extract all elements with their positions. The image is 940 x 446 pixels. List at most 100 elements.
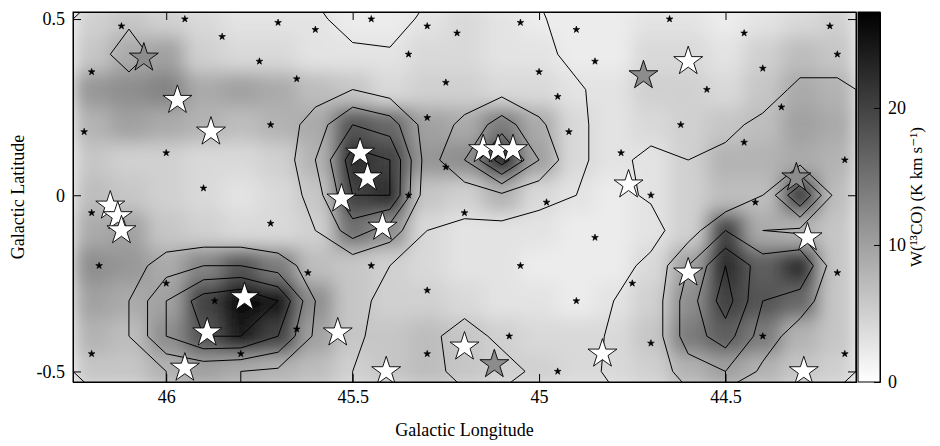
heatmap-cell <box>297 12 335 37</box>
tick-mark <box>874 382 880 383</box>
heatmap-cell <box>222 37 260 73</box>
colorbar-axis: 01020 <box>874 13 906 393</box>
tick: -0.5 <box>37 362 82 382</box>
heatmap-cell <box>409 178 447 214</box>
y-axis: -0.500.5 <box>37 9 82 382</box>
heatmap-cell <box>520 354 558 382</box>
heatmap-cell <box>483 72 521 108</box>
star-dot <box>834 51 841 57</box>
contour <box>148 107 822 382</box>
star-dot <box>293 326 300 332</box>
tick-mark <box>166 12 167 20</box>
heatmap-cell <box>185 142 223 178</box>
star-marker <box>614 169 643 197</box>
heatmap-cell <box>632 319 670 355</box>
heatmap-cell <box>73 72 111 108</box>
star-dot <box>648 340 655 346</box>
heatmap-cell <box>73 142 111 178</box>
heatmap-cell <box>185 178 223 214</box>
star-dot <box>424 350 431 356</box>
x-axis: 4645.54544.5 <box>74 374 857 407</box>
star-dot <box>181 16 188 22</box>
heatmap-cell <box>670 12 708 37</box>
star-dot <box>305 269 312 275</box>
x-axis-top <box>74 12 857 20</box>
heatmap-cell <box>707 354 745 382</box>
star-marker <box>323 317 352 345</box>
heatmap-cell <box>148 12 186 37</box>
heatmap-cell <box>670 354 708 382</box>
star-marker <box>103 201 132 229</box>
star-dot <box>405 51 412 57</box>
heatmap-cell <box>595 107 633 143</box>
tick-mark <box>848 19 856 20</box>
tick-mark <box>848 371 856 372</box>
star-dot <box>592 58 599 64</box>
tick-label: 46 <box>158 387 176 407</box>
chart: 4645.54544.5-0.500.5Galactic LongitudeGa… <box>0 0 940 446</box>
heatmap-cell <box>73 37 111 73</box>
star-marker <box>230 282 259 310</box>
heatmap-cell <box>371 12 409 37</box>
star-dot <box>506 333 513 339</box>
plot-frame <box>73 12 856 382</box>
star-dot <box>118 23 125 29</box>
tick: 46 <box>158 374 176 407</box>
heatmap-cell <box>483 178 521 214</box>
star-dot <box>677 121 684 127</box>
star-dot <box>163 280 170 286</box>
star-dot <box>88 68 95 74</box>
heatmap-cell <box>819 354 856 382</box>
heatmap-cell <box>744 354 782 382</box>
heatmap-cell <box>259 178 297 214</box>
tick <box>848 371 856 372</box>
star-dot <box>267 121 274 127</box>
heatmap-cell <box>334 37 372 73</box>
heatmap-cell <box>595 12 633 37</box>
star-marker <box>629 60 658 88</box>
heatmap-cell <box>483 283 521 319</box>
star-dot <box>759 65 766 71</box>
star-marker <box>674 46 703 74</box>
heatmap-cell <box>819 283 856 319</box>
axis-line <box>74 13 857 21</box>
star-marker <box>588 339 617 367</box>
heatmap-cell <box>707 178 745 214</box>
tick: 44.5 <box>710 374 742 407</box>
star-dot <box>88 350 95 356</box>
heatmap-cell <box>446 354 484 382</box>
tick-label: 45 <box>531 387 549 407</box>
heatmap-cell <box>110 142 148 178</box>
heatmap-cell <box>297 37 335 73</box>
star-dot <box>703 86 710 92</box>
heatmap-cell <box>222 107 260 143</box>
star-dot <box>834 269 841 275</box>
star-dot <box>841 156 848 162</box>
heatmap-cell <box>483 248 521 284</box>
star-dot <box>293 75 300 81</box>
star-dot <box>405 192 412 198</box>
heatmap-cell <box>670 283 708 319</box>
heatmap-cell <box>819 248 856 284</box>
heatmap-cell <box>558 107 596 143</box>
star-dot <box>778 104 785 110</box>
heatmap-cell <box>73 248 111 284</box>
star-marker <box>793 222 822 250</box>
heatmap-cell <box>409 12 447 37</box>
heatmap-cell <box>819 37 856 73</box>
heatmap-cell <box>558 12 596 37</box>
heatmap-cell <box>148 142 186 178</box>
star-dot <box>267 220 274 226</box>
star-dot <box>666 16 673 22</box>
heatmap-cell <box>185 72 223 108</box>
tick: 10 <box>874 235 906 255</box>
colorbar-title: W(¹³CO) (K km s⁻¹) <box>907 127 926 267</box>
star-dot <box>88 209 95 215</box>
heatmap-cell <box>520 107 558 143</box>
heatmap-cell <box>446 248 484 284</box>
heatmap-cell <box>409 107 447 143</box>
heatmap-cell <box>558 37 596 73</box>
heatmap-cell <box>819 142 856 178</box>
heatmap-cell <box>297 248 335 284</box>
star-dot <box>211 297 218 303</box>
